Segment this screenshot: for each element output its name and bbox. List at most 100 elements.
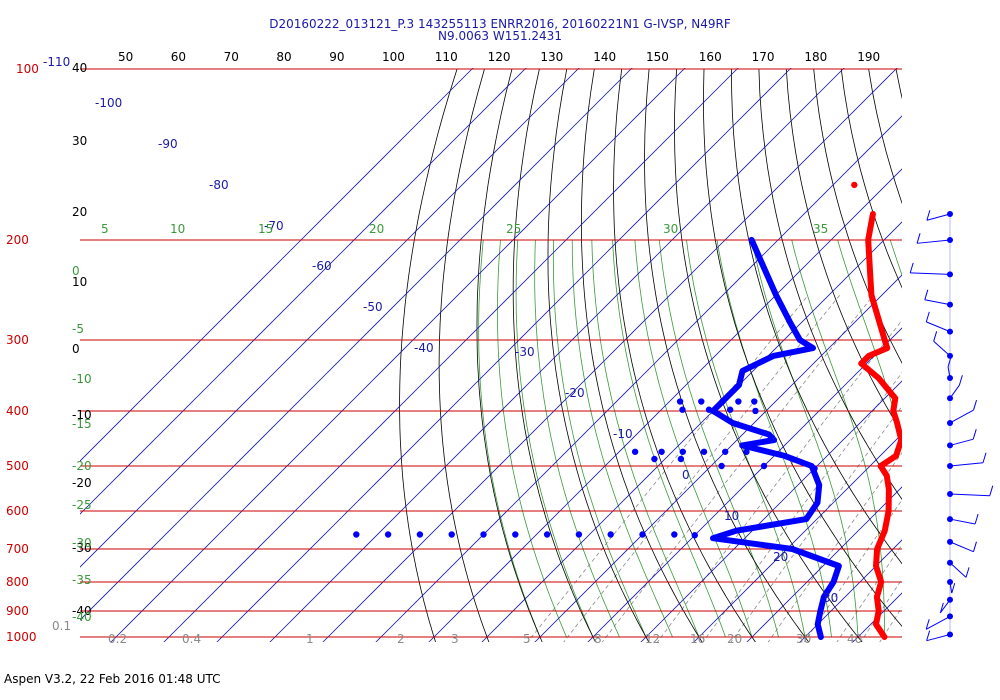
wind-barb (933, 340, 951, 357)
mixing-ratio-label: 30 (796, 632, 811, 646)
wind-barb (949, 384, 960, 399)
temperature-tick-label: -100 (95, 96, 122, 110)
temperature-tick-label: -40 (414, 341, 434, 355)
wind-barb (924, 299, 951, 306)
potential-temp-label: 140 (593, 50, 616, 64)
pressure-tick-label: 800 (6, 575, 29, 589)
pressure-tick-label: 500 (6, 459, 29, 473)
dewpoint-point (679, 406, 686, 413)
temperature-tick-label: -60 (312, 259, 332, 273)
dewpoint-point (722, 448, 729, 455)
isotherm-line (375, 115, 902, 642)
moist-adiabat-left-label: -25 (72, 498, 92, 512)
mixing-ratio-label: 20 (727, 632, 742, 646)
dewpoint-point (719, 398, 726, 405)
dry-adiabat-line (613, 68, 756, 642)
isotherm-line (80, 68, 580, 568)
pressure-tick-label: 100 (16, 62, 39, 76)
footer-caption: Aspen V3.2, 22 Feb 2016 01:48 UTC (4, 672, 221, 686)
wind-barb (949, 541, 974, 553)
dry-adiabat-label: -20 (72, 476, 92, 490)
dry-adiabat-line (978, 69, 1000, 649)
mixing-ratio-line (803, 499, 902, 642)
dry-adiabat-line (476, 68, 543, 642)
dewpoint-point (752, 407, 759, 415)
dewpoint-point (726, 406, 734, 413)
dewpoint-point (751, 398, 758, 405)
dry-adiabat-line (785, 68, 902, 434)
dry-adiabat-line (813, 68, 902, 364)
title-line-2: N9.0063 W151.2431 (438, 29, 562, 43)
moist-adiabat-label: 20 (369, 222, 384, 236)
dewpoint-point (480, 531, 487, 538)
isotherm-line (640, 380, 902, 642)
wind-barb-feather (965, 567, 970, 578)
wind-barb-feather (974, 513, 979, 525)
wind-barb-feather (973, 399, 978, 411)
isotherms (80, 68, 902, 642)
isotherm-line (481, 221, 902, 642)
mixing-ratio-line (527, 294, 809, 642)
mixing-ratio-line (702, 372, 902, 642)
temperature-tick-label: -50 (363, 300, 383, 314)
wind-barb (949, 409, 974, 424)
dewpoint-point (651, 455, 658, 463)
wind-barb-feather (926, 210, 931, 221)
dewpoint-point (448, 531, 455, 538)
wind-barbs (909, 210, 994, 642)
dry-adiabat-label: 0 (72, 342, 80, 356)
temperature-tick-label: -70 (264, 219, 284, 233)
wind-barb-feather (909, 262, 914, 273)
wind-barb-feather (924, 289, 929, 300)
temperature-point (851, 181, 858, 189)
dry-adiabat-line (581, 68, 703, 642)
wind-barb-feather (972, 429, 977, 440)
pressure-tick-label: 600 (6, 504, 29, 518)
dewpoint-point (671, 531, 678, 538)
dry-adiabat-label: 30 (72, 134, 87, 148)
dry-adiabat-line (438, 68, 490, 642)
isobars (80, 68, 902, 638)
dewpoint-point (811, 465, 818, 472)
mixing-ratio-label: 0.1 (52, 619, 71, 633)
wind-barb (949, 462, 984, 467)
dry-adiabat-line (924, 69, 1000, 649)
moist-adiabat-label: 15 (258, 222, 273, 236)
wind-barb (926, 634, 951, 642)
dewpoint-point (735, 398, 742, 405)
dewpoint-point (676, 398, 684, 405)
isotherm-line (80, 68, 474, 462)
potential-temp-label: 60 (171, 50, 186, 64)
wind-barb (926, 213, 951, 221)
dry-adiabat-line (399, 68, 458, 642)
mixing-ratio-label: 0.4 (182, 632, 201, 646)
isotherm-line (428, 168, 902, 642)
isotherm-line (80, 68, 527, 515)
moist-adiabat-label: 30 (663, 222, 678, 236)
temperature-tick-label: 20 (773, 550, 788, 564)
wind-barb-feather (925, 619, 930, 630)
moist-adiabat-left-label: -10 (72, 372, 92, 386)
temperature-tick-label: 10 (724, 509, 739, 523)
dewpoint-point (658, 448, 665, 455)
wind-barb (949, 438, 974, 446)
isotherm-line (746, 486, 902, 642)
moist-adiabat-left-label: -30 (72, 536, 92, 550)
isotherm-line (322, 68, 898, 642)
dry-adiabat-line (674, 68, 863, 642)
potential-temp-label: 110 (435, 50, 458, 64)
moist-adiabat-left-label: -35 (72, 573, 92, 587)
potential-temp-label: 50 (118, 50, 133, 64)
moist-adiabat-left-label: -20 (72, 459, 92, 473)
isotherm-line (534, 274, 902, 642)
potential-temp-label: 120 (488, 50, 511, 64)
dewpoint-point (384, 531, 392, 538)
dewpoint-point (639, 531, 646, 538)
sounding-profiles (353, 181, 902, 640)
title-line-1: D20160222_013121_P.3 143255113 ENRR2016,… (269, 17, 731, 31)
potential-temp-label: 190 (857, 50, 880, 64)
temperature-tick-label: -30 (515, 345, 535, 359)
dry-adiabat-line (868, 68, 902, 205)
pressure-tick-label: 1000 (6, 630, 37, 644)
mixing-ratio-label: 3 (451, 632, 459, 646)
